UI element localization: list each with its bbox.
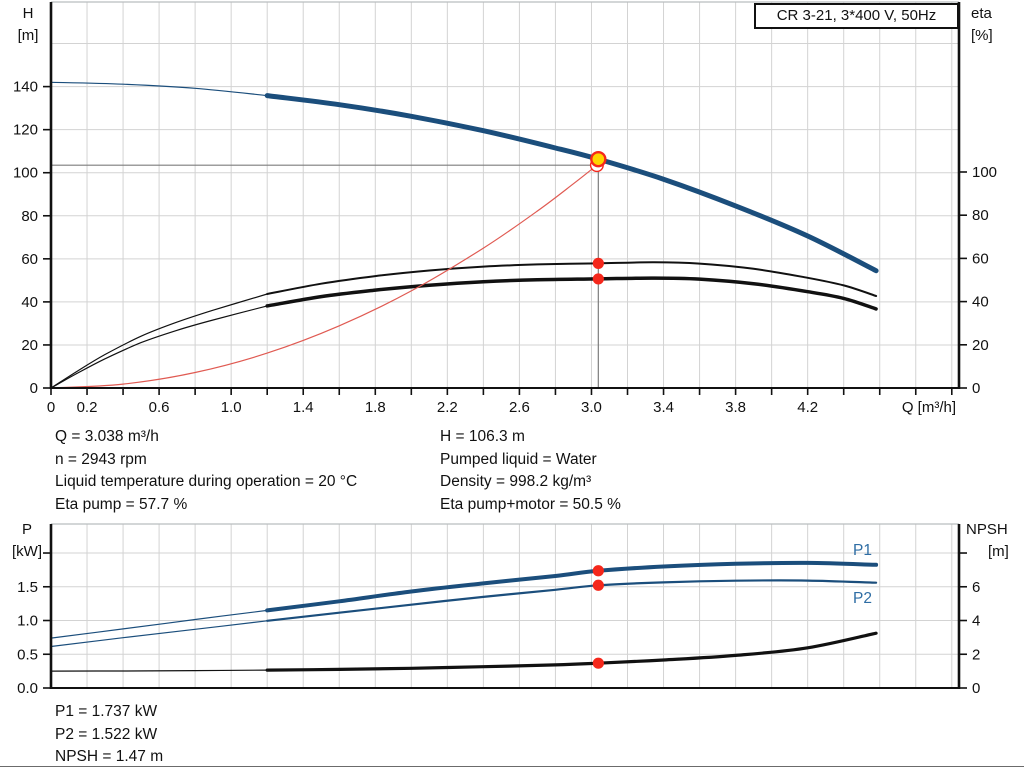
head-curve-thin bbox=[50, 81, 268, 97]
left-axis-name: H bbox=[23, 5, 34, 22]
duty-point-marker bbox=[590, 150, 607, 168]
x-axis-tick-label: 3.8 bbox=[725, 399, 746, 416]
right-axis-tick-label: 0 bbox=[972, 680, 980, 697]
x-axis-unit-label: Q [m³/h] bbox=[902, 399, 956, 416]
info-line-liquid-temp: Liquid temperature during operation = 20… bbox=[55, 473, 358, 490]
x-axis-tick-label: 2.2 bbox=[437, 399, 458, 416]
efficiency-duty-dot bbox=[592, 273, 604, 285]
right-axis-tick-label: 100 bbox=[972, 164, 997, 181]
series-label-p1: P1 bbox=[853, 542, 872, 559]
info-line-density: Density = 998.2 kg/m³ bbox=[440, 473, 592, 490]
right-axis-tick-label: 2 bbox=[972, 646, 980, 663]
pump-title: CR 3-21, 3*400 V, 50Hz bbox=[776, 7, 937, 24]
power-data-block: P1 = 1.737 kW P2 = 1.522 kW NPSH = 1.47 … bbox=[55, 701, 163, 769]
info-line-q: Q = 3.038 m³/h bbox=[55, 428, 159, 445]
eta-pump-thin bbox=[50, 293, 268, 389]
P2-curve bbox=[266, 579, 878, 622]
info-line-p2: P2 = 1.522 kW bbox=[55, 725, 158, 743]
x-axis-tick-label: 1.8 bbox=[365, 399, 386, 416]
x-axis-tick-label: 1.0 bbox=[221, 399, 242, 416]
x-axis-tick-label: 3.0 bbox=[581, 399, 602, 416]
x-axis-tick-label: 0 bbox=[47, 399, 55, 416]
right-axis-tick-label: 80 bbox=[972, 207, 989, 224]
left-axis-tick-label: 1.0 bbox=[17, 613, 38, 630]
operating-data-left: Q = 3.038 m³/h n = 2943 rpm Liquid tempe… bbox=[55, 426, 357, 516]
head-curve bbox=[264, 93, 879, 274]
x-axis-tick-label: 3.4 bbox=[653, 399, 674, 416]
left-axis-tick-label: 0 bbox=[30, 380, 38, 397]
series-label-p2: P2 bbox=[853, 590, 872, 607]
curve-duty-dot bbox=[592, 565, 604, 577]
left-axis-tick-label: 40 bbox=[21, 294, 38, 311]
right-axis-tick-label: 4 bbox=[972, 613, 980, 630]
left-axis-tick-label: 0.5 bbox=[17, 646, 38, 663]
left-axis-name: P bbox=[22, 521, 32, 538]
left-axis-tick-label: 60 bbox=[21, 251, 38, 268]
x-axis-tick-label: 0.6 bbox=[149, 399, 170, 416]
bottom-divider-line bbox=[0, 766, 1024, 767]
P1-curve bbox=[265, 560, 879, 613]
NPSH-curve-thin bbox=[50, 669, 268, 672]
right-axis-name: eta bbox=[971, 5, 993, 22]
info-line-h: H = 106.3 m bbox=[440, 428, 525, 445]
left-axis-tick-label: 0.0 bbox=[17, 680, 38, 697]
info-line-n: n = 2943 rpm bbox=[55, 450, 147, 468]
right-axis-tick-label: 0 bbox=[972, 380, 980, 397]
eta-pump-motor-thin bbox=[50, 305, 268, 389]
right-axis-tick-label: 20 bbox=[972, 337, 989, 354]
curve-duty-dot bbox=[592, 579, 604, 591]
right-axis-tick-label: 60 bbox=[972, 250, 989, 267]
left-axis-tick-label: 20 bbox=[21, 337, 38, 354]
P2-curve-thin bbox=[50, 620, 268, 648]
curve-duty-dot bbox=[592, 657, 604, 669]
x-axis-tick-label: 4.2 bbox=[797, 399, 818, 416]
x-axis-tick-label: 2.6 bbox=[509, 399, 530, 416]
eta-pump-motor bbox=[265, 276, 878, 311]
info-line-p1: P1 = 1.737 kW bbox=[55, 703, 158, 720]
left-axis-tick-label: 140 bbox=[13, 79, 38, 96]
right-axis-unit: [%] bbox=[971, 27, 993, 44]
right-axis-name: NPSH bbox=[966, 521, 1008, 538]
right-axis-tick-label: 40 bbox=[972, 294, 989, 311]
pump-title-box: CR 3-21, 3*400 V, 50Hz bbox=[754, 3, 959, 29]
x-axis-tick-label: 1.4 bbox=[293, 399, 314, 416]
info-line-pumped-liquid: Pumped liquid = Water bbox=[440, 450, 597, 468]
info-line-eta-pump: Eta pump = 57.7 % bbox=[55, 495, 188, 513]
left-axis-tick-label: 100 bbox=[13, 165, 38, 182]
system-curve bbox=[50, 164, 598, 389]
right-axis-unit: [m] bbox=[988, 543, 1009, 560]
efficiency-duty-dot bbox=[592, 257, 604, 269]
left-axis-tick-label: 120 bbox=[13, 122, 38, 139]
right-axis-tick-label: 6 bbox=[972, 579, 980, 596]
x-axis-tick-label: 0.2 bbox=[77, 399, 98, 416]
left-axis-tick-label: 1.5 bbox=[17, 579, 38, 596]
info-line-npsh: NPSH = 1.47 m bbox=[55, 748, 164, 765]
left-axis-unit: [m] bbox=[18, 27, 39, 44]
left-axis-tick-label: 80 bbox=[21, 208, 38, 225]
info-line-eta-pump-motor: Eta pump+motor = 50.5 % bbox=[440, 495, 621, 513]
operating-data-right: H = 106.3 m Pumped liquid = Water Densit… bbox=[440, 426, 621, 516]
P1-curve-thin bbox=[50, 609, 268, 639]
NPSH-curve bbox=[265, 631, 878, 672]
left-axis-unit: [kW] bbox=[12, 543, 42, 560]
